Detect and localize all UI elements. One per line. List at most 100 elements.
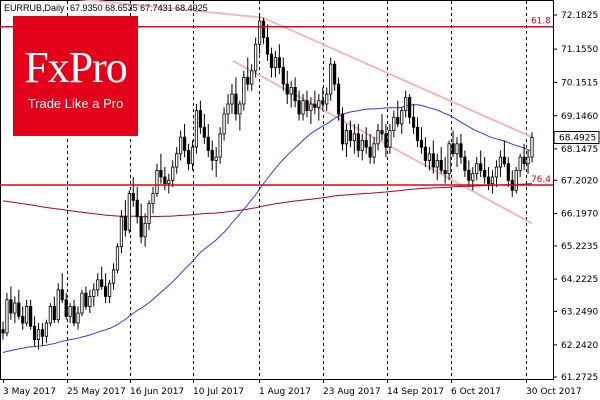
candle <box>261 17 266 45</box>
candle <box>273 50 277 78</box>
y-tick-label: 65.2235 <box>561 242 598 252</box>
y-tick-label: 63.2490 <box>561 307 598 317</box>
candle <box>435 153 439 181</box>
candle <box>490 170 495 194</box>
candle <box>439 147 443 174</box>
candle <box>368 133 372 164</box>
candle <box>206 123 210 158</box>
candle <box>483 157 487 184</box>
candle <box>502 140 506 168</box>
candle <box>44 319 49 343</box>
candle <box>400 107 404 134</box>
candle <box>309 97 313 124</box>
symbol-label: EURRUB,Daily <box>4 3 65 13</box>
time-axis: 3 May 2017 25 May 2017 16 Jun 2017 10 Jul 2… <box>3 379 582 397</box>
candle <box>348 120 353 148</box>
current-price-marker: 68.4925 <box>553 131 600 145</box>
candle <box>135 186 139 224</box>
candle <box>159 153 163 184</box>
candle <box>384 123 388 158</box>
candle <box>155 163 159 197</box>
candle <box>463 150 467 178</box>
y-tick-label: 61.2725 <box>561 373 598 383</box>
moving-averages <box>2 104 533 353</box>
candle <box>230 84 234 114</box>
candle <box>364 127 368 154</box>
candle <box>242 70 246 111</box>
candle <box>1 321 5 340</box>
candle <box>459 133 463 164</box>
candle <box>214 147 218 178</box>
candle <box>64 293 68 320</box>
candle <box>119 210 124 254</box>
x-tick-label: 16 Jun 2017 <box>130 387 184 397</box>
ma-fast-line <box>2 104 533 353</box>
candle <box>325 87 329 111</box>
candle <box>123 200 127 237</box>
candle <box>163 167 167 191</box>
candle <box>254 37 258 78</box>
candle <box>222 107 226 141</box>
candle <box>127 190 131 234</box>
candle <box>143 213 147 247</box>
candle <box>415 117 420 148</box>
candle <box>175 147 179 174</box>
fxpro-logo: FxPro Trade Like a Pro <box>13 16 138 136</box>
y-tick-label: 68.1475 <box>561 145 598 155</box>
candle <box>72 299 76 327</box>
x-tick-label: 6 Oct 2017 <box>451 387 501 397</box>
candle <box>76 306 80 330</box>
y-tick-label: 67.2020 <box>561 176 598 186</box>
candle <box>17 289 21 320</box>
candle <box>506 157 510 187</box>
candle <box>313 90 317 114</box>
candle <box>265 24 270 61</box>
candle <box>479 150 483 178</box>
candle <box>151 186 155 214</box>
candle <box>167 173 171 194</box>
candle <box>522 143 526 171</box>
candle <box>234 77 238 121</box>
candle <box>494 160 499 187</box>
candle <box>198 100 202 134</box>
candle <box>190 140 195 171</box>
logo-brand: FxPro <box>24 43 128 92</box>
candle <box>317 94 321 121</box>
candle <box>486 167 491 191</box>
candle <box>305 90 309 118</box>
candle <box>88 289 92 314</box>
candle <box>431 140 435 174</box>
candle <box>238 100 242 131</box>
logo-tagline: Trade Like a Pro <box>27 96 124 111</box>
candle <box>411 104 416 134</box>
candle <box>226 94 230 124</box>
candle <box>147 200 151 231</box>
candle <box>510 170 514 197</box>
candle <box>388 123 392 154</box>
y-tick-label: 69.1460 <box>561 112 598 122</box>
candle <box>139 203 143 244</box>
candle <box>269 47 274 78</box>
candle <box>289 80 293 108</box>
x-tick-label: 30 Oct 2017 <box>526 387 582 397</box>
candle <box>115 243 120 274</box>
candle <box>293 77 297 108</box>
candle <box>340 107 345 151</box>
candle <box>344 123 349 158</box>
candle <box>48 303 52 327</box>
x-tick-label: 14 Sep 2017 <box>387 387 444 397</box>
candle <box>5 293 9 337</box>
candle <box>100 266 104 290</box>
candle <box>250 64 254 91</box>
candle <box>530 132 534 163</box>
candle <box>13 296 17 323</box>
candle <box>427 147 431 171</box>
candle <box>360 133 364 161</box>
candle <box>194 104 199 154</box>
x-tick-label: 1 Aug 2017 <box>259 387 311 397</box>
channel-upper-line-left <box>77 0 264 19</box>
candle <box>333 60 337 91</box>
candle <box>84 286 88 310</box>
